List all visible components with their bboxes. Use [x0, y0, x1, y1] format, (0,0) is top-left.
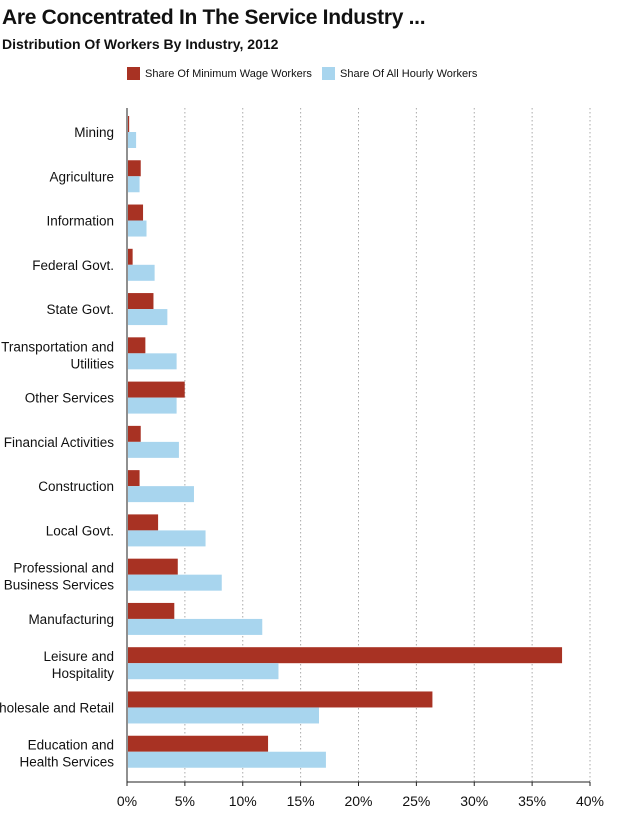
bar-min-wage — [128, 691, 433, 708]
bar-min-wage — [128, 381, 185, 398]
bar-min-wage — [128, 558, 178, 575]
bar-min-wage — [128, 160, 141, 177]
category-label: Construction — [38, 479, 114, 494]
x-tick-label: 10% — [229, 793, 257, 809]
bar-all-hourly — [128, 574, 222, 591]
x-tick-label: 35% — [518, 793, 546, 809]
bar-all-hourly — [128, 397, 177, 414]
bar-min-wage — [128, 293, 154, 310]
category-label: Transportation and Utilities — [1, 339, 114, 371]
x-tick-label: 25% — [402, 793, 430, 809]
category-label: Agriculture — [49, 169, 114, 184]
x-tick-label: 30% — [460, 793, 488, 809]
category-label: Manufacturing — [28, 612, 114, 627]
bar-all-hourly — [128, 264, 155, 281]
bar-min-wage — [128, 248, 133, 265]
category-label: Education and Health Services — [19, 738, 114, 770]
category-label: Other Services — [25, 391, 115, 406]
bar-min-wage — [128, 470, 140, 487]
bar-all-hourly — [128, 618, 263, 635]
legend-swatch-all-hourly — [322, 67, 335, 80]
x-tick-label: 20% — [344, 793, 372, 809]
bar-all-hourly — [128, 132, 137, 148]
bar-all-hourly — [128, 220, 147, 237]
bar-min-wage — [128, 647, 563, 664]
legend: Share Of Minimum Wage Workers Share Of A… — [0, 67, 624, 83]
bar-all-hourly — [128, 751, 326, 768]
x-tick-label: 5% — [175, 793, 195, 809]
x-tick-label: 15% — [287, 793, 315, 809]
category-label: Leisure and Hospitality — [43, 649, 114, 681]
bar-all-hourly — [128, 176, 140, 193]
legend-label-min-wage: Share Of Minimum Wage Workers — [145, 67, 312, 80]
legend-swatch-min-wage — [127, 67, 140, 80]
bar-min-wage — [128, 204, 144, 221]
category-label: Local Govt. — [46, 523, 114, 538]
category-label: Wholesale and Retail — [0, 700, 114, 715]
legend-item-min-wage: Share Of Minimum Wage Workers — [127, 67, 312, 80]
bar-min-wage — [128, 116, 130, 132]
bar-all-hourly — [128, 530, 206, 547]
category-label: Federal Govt. — [32, 258, 114, 273]
legend-label-all-hourly: Share Of All Hourly Workers — [340, 67, 478, 80]
bar-min-wage — [128, 337, 146, 354]
bar-all-hourly — [128, 309, 168, 326]
category-label: Financial Activities — [4, 435, 115, 450]
category-label: Information — [46, 214, 114, 229]
bar-min-wage — [128, 602, 175, 619]
bar-all-hourly — [128, 486, 194, 503]
bar-min-wage — [128, 514, 159, 531]
bar-all-hourly — [128, 663, 279, 680]
legend-item-all-hourly: Share Of All Hourly Workers — [322, 67, 477, 80]
category-label: Mining — [74, 125, 114, 140]
bar-all-hourly — [128, 441, 179, 458]
category-label: Professional and Business Services — [4, 561, 115, 593]
x-tick-label: 0% — [117, 793, 137, 809]
bar-min-wage — [128, 735, 269, 752]
bar-all-hourly — [128, 707, 319, 724]
chart-subtitle: Distribution Of Workers By Industry, 201… — [2, 36, 279, 52]
category-label: State Govt. — [46, 302, 114, 317]
x-tick-label: 40% — [576, 793, 604, 809]
bar-all-hourly — [128, 353, 177, 370]
chart-title: Are Concentrated In The Service Industry… — [2, 6, 426, 29]
bar-min-wage — [128, 425, 141, 442]
